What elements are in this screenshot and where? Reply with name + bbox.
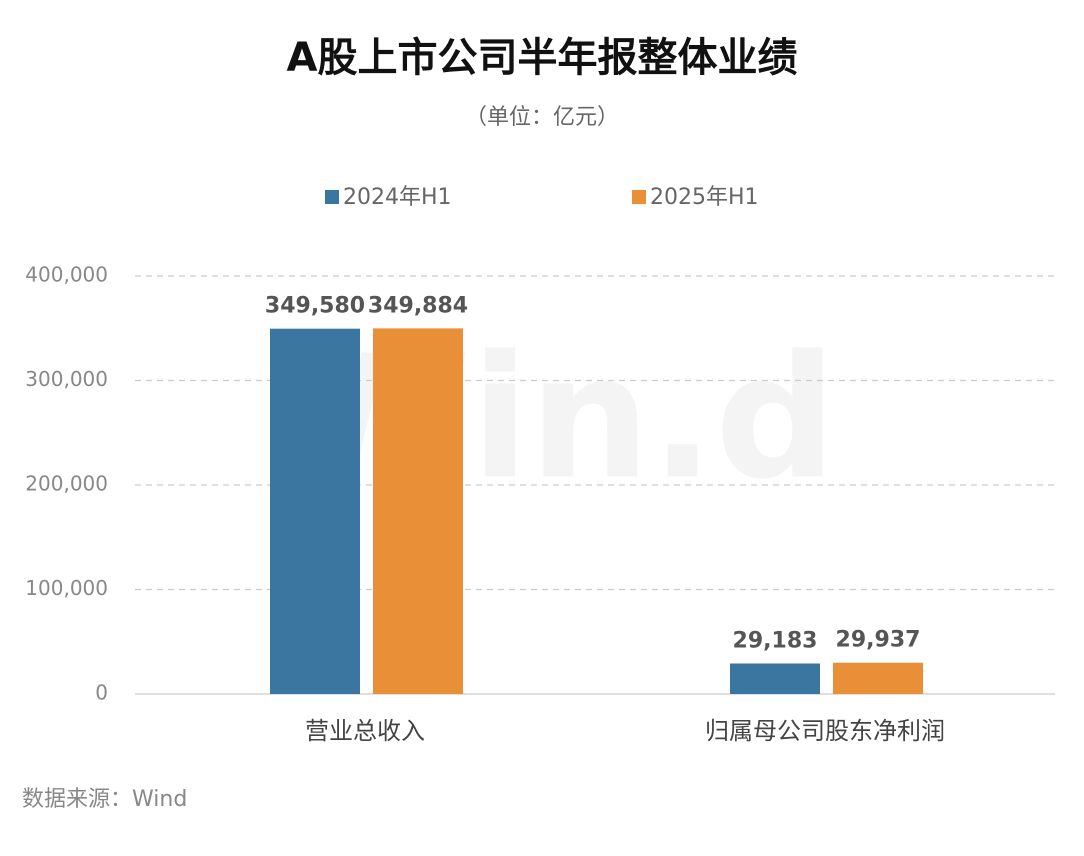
- legend-swatch: [632, 190, 646, 204]
- bar: [730, 663, 820, 694]
- legend-swatch: [325, 190, 339, 204]
- data-label: 29,183: [733, 629, 818, 654]
- x-tick-label: 营业总收入: [305, 717, 425, 745]
- x-tick-label: 归属母公司股东净利润: [705, 717, 945, 745]
- bar: [833, 662, 923, 694]
- source-note: 数据来源：Wind: [22, 787, 187, 812]
- data-label: 349,884: [368, 293, 468, 318]
- chart-title: A股上市公司半年报整体业绩: [287, 35, 798, 81]
- data-label: 29,937: [836, 628, 921, 653]
- watermark: Win.d: [283, 319, 836, 517]
- y-tick-label: 300,000: [25, 367, 108, 391]
- legend-label: 2024年H1: [343, 185, 452, 210]
- chart-subtitle: （单位：亿元）: [465, 105, 619, 130]
- legend-label: 2025年H1: [650, 185, 759, 210]
- data-label: 349,580: [265, 294, 365, 319]
- y-tick-label: 400,000: [25, 263, 108, 287]
- bar: [270, 328, 360, 694]
- y-tick-label: 0: [95, 681, 108, 705]
- bar: [373, 328, 463, 694]
- y-tick-label: 100,000: [25, 576, 108, 600]
- y-tick-label: 200,000: [25, 472, 108, 496]
